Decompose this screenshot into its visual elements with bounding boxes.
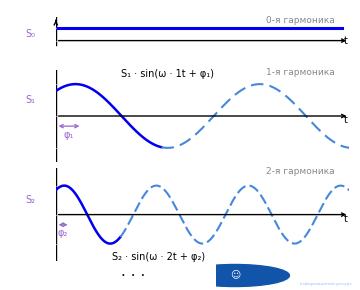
Text: S₀: S₀ (25, 29, 35, 39)
Circle shape (180, 264, 289, 287)
Text: S₂ · sin(ω · 2t + φ₂): S₂ · sin(ω · 2t + φ₂) (112, 252, 205, 262)
Text: S₁: S₁ (26, 95, 36, 105)
Text: φ₁: φ₁ (64, 130, 74, 140)
Text: S₂: S₂ (26, 195, 36, 205)
Text: 2-я гармоника: 2-я гармоника (266, 166, 334, 176)
Text: · · ·: · · · (121, 269, 145, 282)
Text: φ₂: φ₂ (58, 229, 68, 238)
Text: intellect.kz: intellect.kz (300, 267, 348, 277)
Text: Інформаційний ресурс: Інформаційний ресурс (300, 282, 351, 286)
Text: S₁ · sin(ω · 1t + φ₁): S₁ · sin(ω · 1t + φ₁) (121, 69, 214, 79)
Text: 1-я гармоника: 1-я гармоника (266, 68, 334, 77)
Text: t: t (344, 214, 348, 224)
Text: 0-я гармоника: 0-я гармоника (266, 16, 334, 25)
Text: ☺: ☺ (230, 269, 240, 279)
Text: t: t (344, 115, 348, 125)
Text: t: t (344, 36, 348, 46)
